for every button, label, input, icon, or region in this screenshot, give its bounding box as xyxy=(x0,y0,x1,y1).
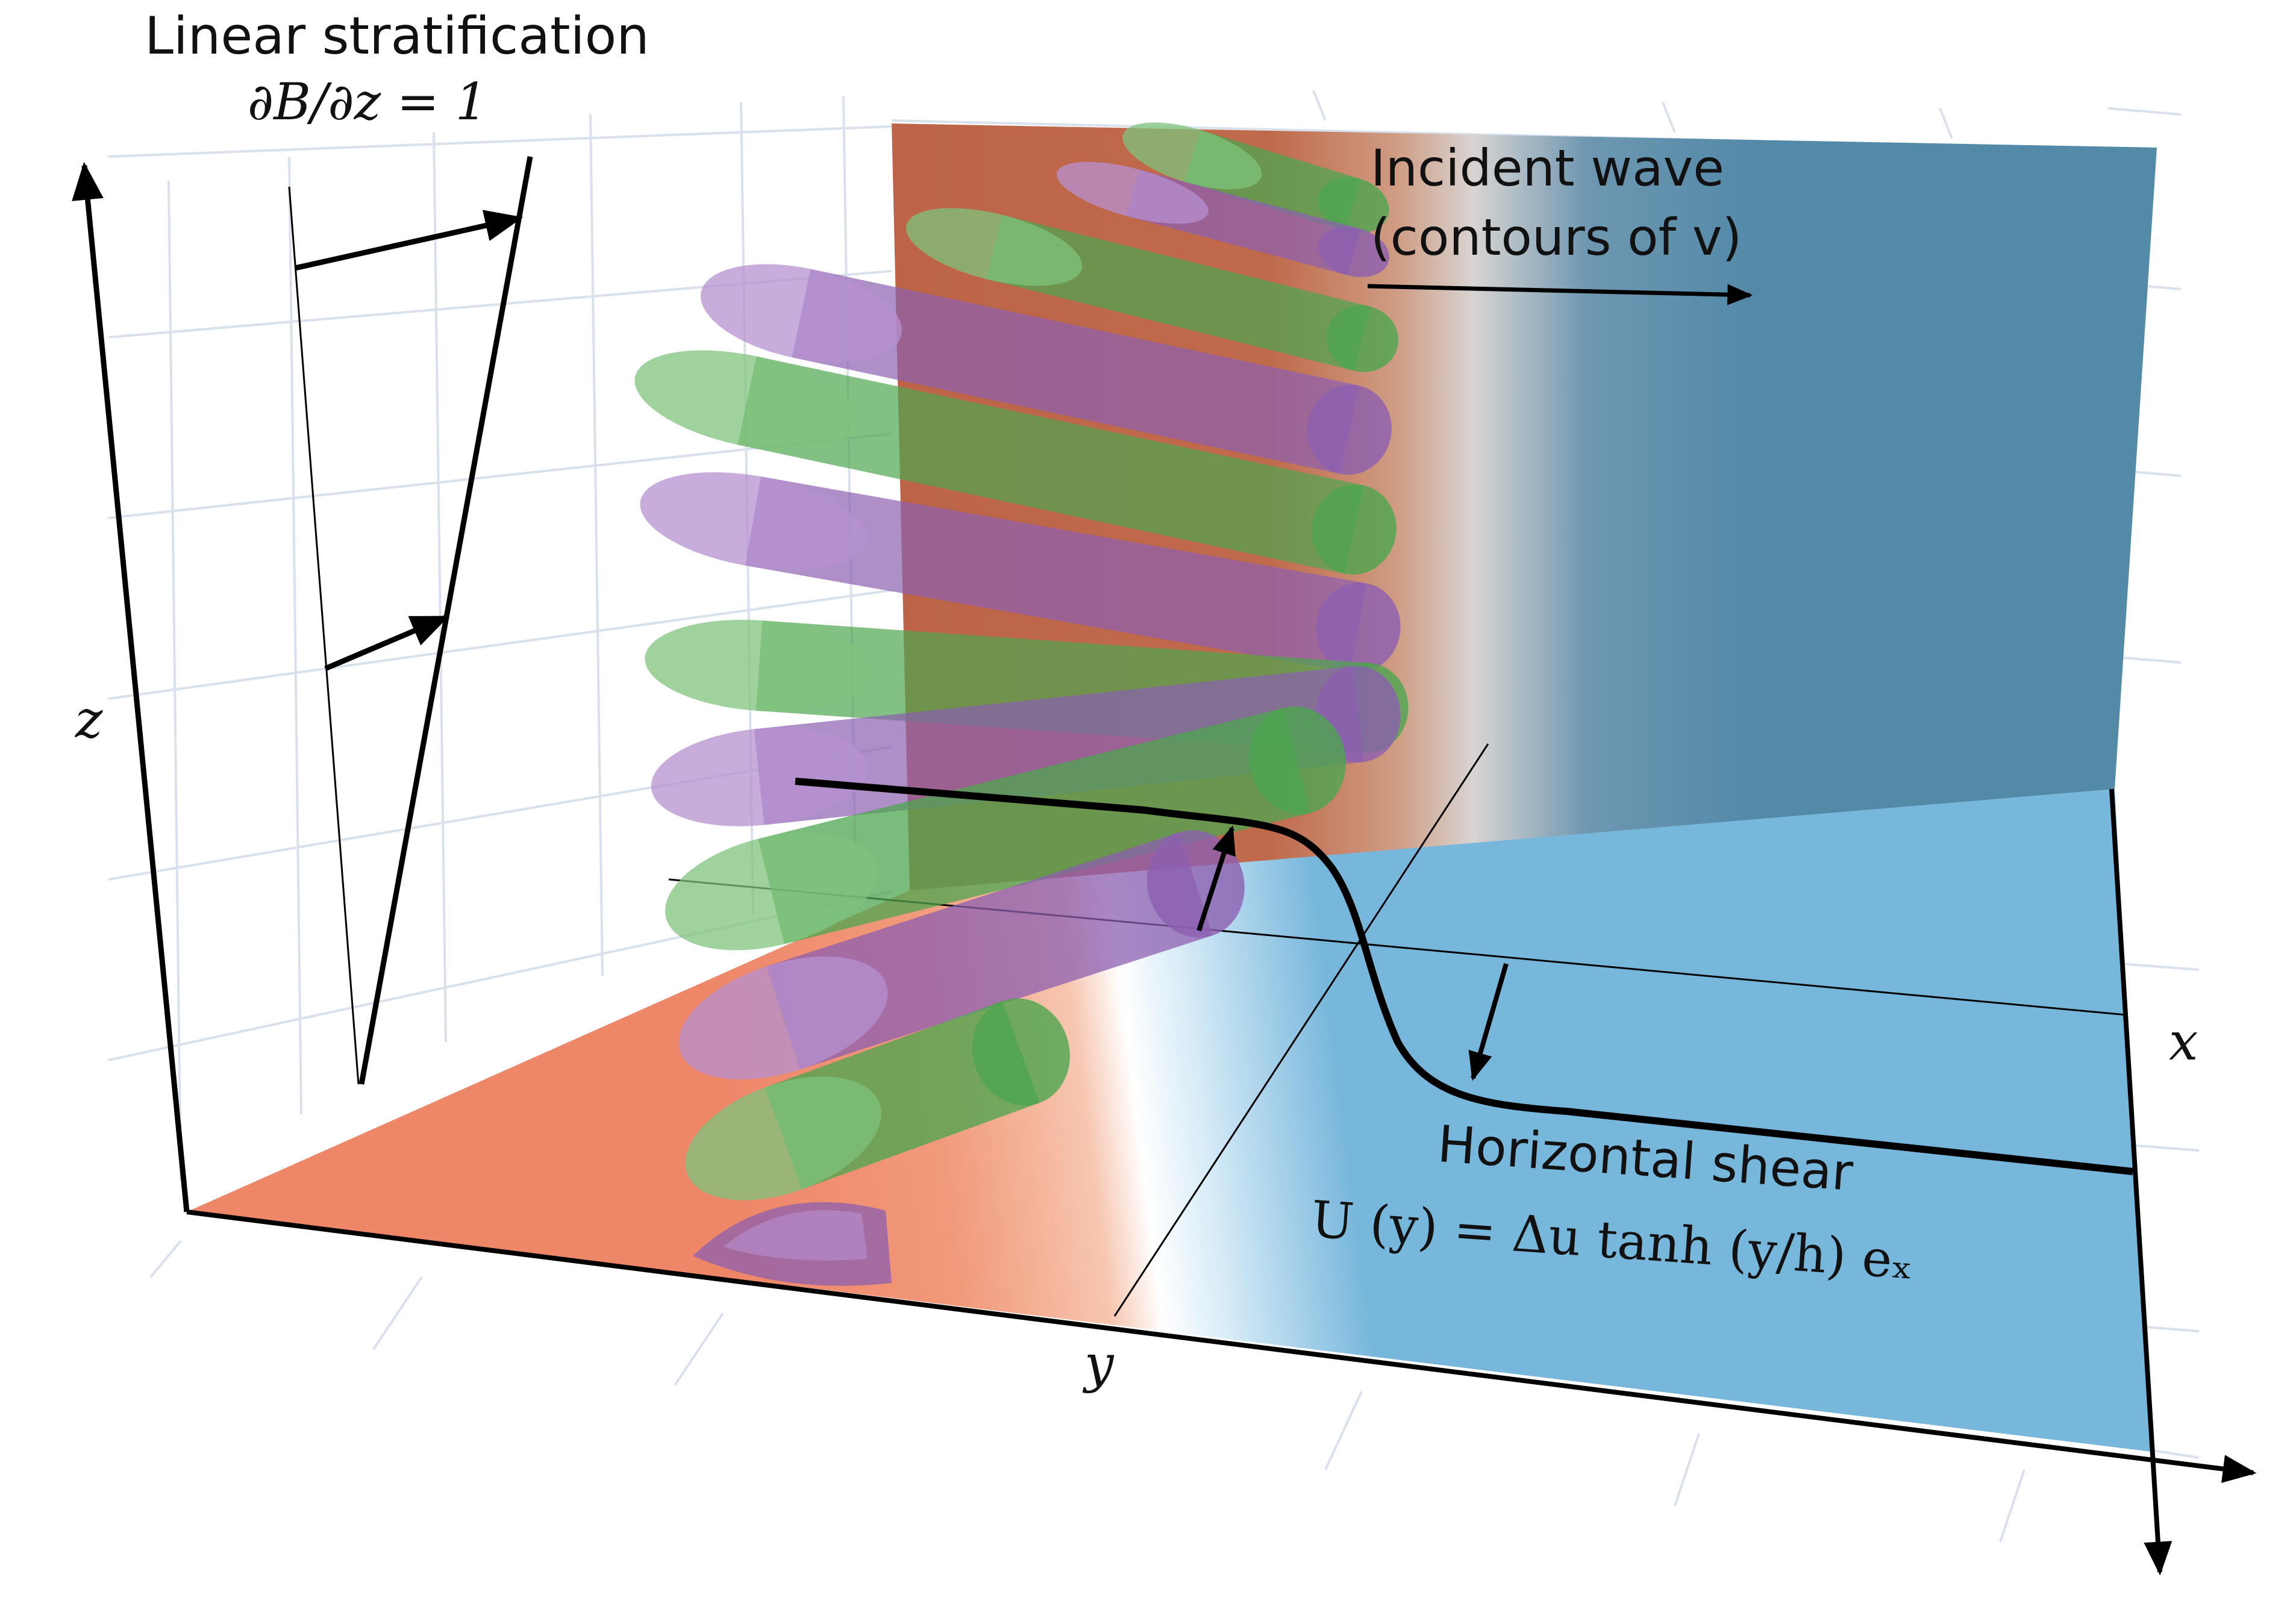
stratification-arrow-upper xyxy=(295,210,524,271)
stratification-reference-line xyxy=(288,186,360,1085)
stratification-equation: ∂B/∂z = 1 xyxy=(247,72,488,131)
shear-profile-curve xyxy=(795,778,2133,1175)
wave-tube-purple xyxy=(1057,161,1389,277)
axis-label-y: y xyxy=(1084,1334,1114,1394)
shear-arrow-left xyxy=(1196,825,1236,932)
floor-panel xyxy=(187,789,2151,1452)
z-axis xyxy=(72,161,190,1213)
stratification-profile xyxy=(288,156,533,1085)
axis-label-z: z xyxy=(75,690,103,750)
wave-tube-green xyxy=(906,208,1399,372)
wave-tube-green xyxy=(665,706,1346,950)
wave-tube-purple xyxy=(640,472,1401,673)
y-center-line xyxy=(1113,743,1489,1317)
wave-tube-green xyxy=(685,998,1070,1200)
wave-tube-green xyxy=(1122,122,1389,234)
wave-direction-arrow xyxy=(1367,284,1753,305)
wave-title: Incident wave xyxy=(1371,139,1724,198)
wave-tube-purple xyxy=(693,1202,892,1286)
shear-arrow-right xyxy=(1468,963,1509,1081)
wave-tube-purple xyxy=(700,264,1392,475)
wave-contour-tubes xyxy=(634,122,1409,1286)
axes xyxy=(72,161,2257,1576)
stratification-arrow-lower xyxy=(324,614,449,672)
axis-label-x: x xyxy=(2169,1012,2198,1072)
wave-tube-green xyxy=(634,350,1397,575)
x-axis xyxy=(186,1209,2257,1484)
wave-subtitle: (contours of v) xyxy=(1371,208,1742,267)
stratification-title: Linear stratification xyxy=(145,6,649,66)
floor-right-edge-axis xyxy=(2109,788,2172,1576)
wave-tube-purple xyxy=(678,830,1245,1080)
stratification-buoyancy-line xyxy=(358,156,533,1085)
